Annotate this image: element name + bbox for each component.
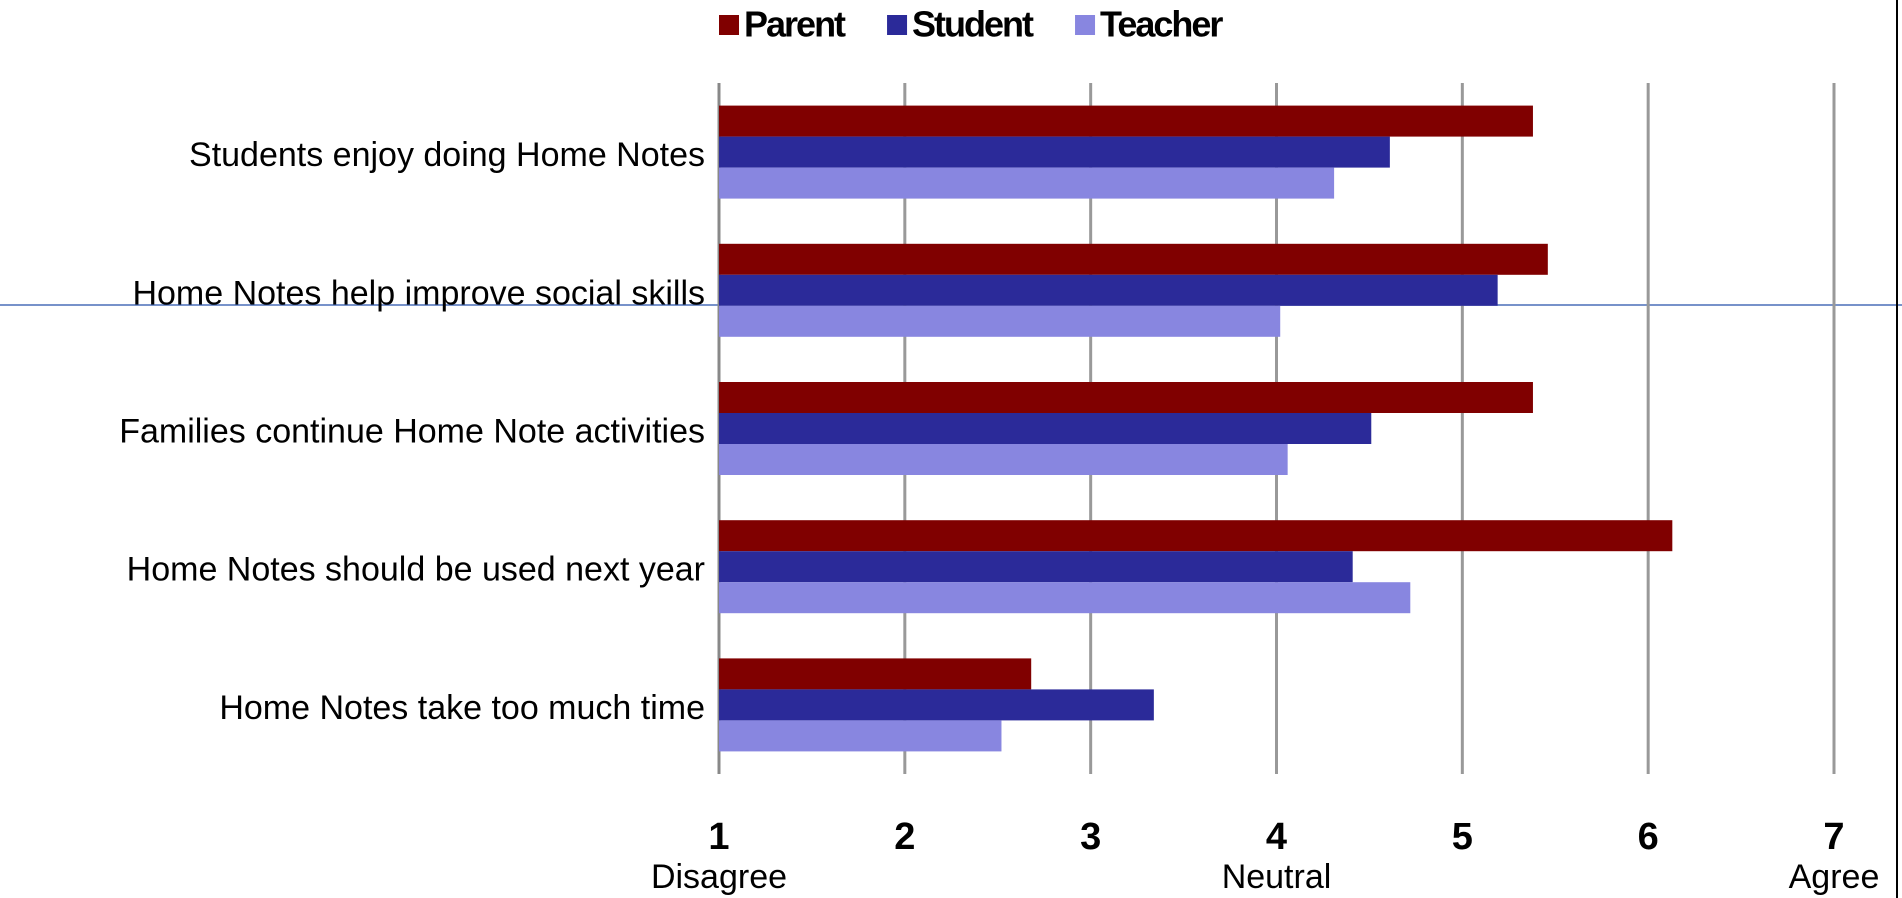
y-tick-label: Home Notes take too much time (219, 689, 705, 727)
legend-swatch (719, 15, 739, 35)
x-tick-label: 6 (1638, 816, 1659, 858)
y-tick-label: Students enjoy doing Home Notes (189, 136, 705, 174)
bar (719, 689, 1154, 721)
bar (719, 305, 1281, 337)
x-tick-label: 5 (1452, 816, 1473, 858)
legend-swatch (887, 15, 908, 35)
x-tick-label: 4 (1266, 816, 1287, 858)
bar (719, 413, 1372, 444)
bar (719, 243, 1548, 275)
bar (719, 582, 1411, 614)
bar (719, 551, 1353, 583)
y-tick-label: Home Notes should be used next year (127, 551, 705, 589)
bar (719, 520, 1673, 552)
x-tick-label: 7 (1823, 816, 1844, 858)
y-tick-label: Home Notes help improve social skills (132, 274, 705, 312)
bar (719, 720, 1002, 752)
legend-swatch (1075, 15, 1096, 35)
legend-label: Parent (744, 4, 846, 45)
axis-annotation: Agree (1789, 858, 1880, 896)
bar (719, 167, 1335, 199)
legend-label: Teacher (1100, 4, 1223, 45)
bar (719, 658, 1032, 690)
bars (719, 105, 1673, 752)
bar (719, 444, 1288, 475)
labels: 1 2 3 4 5 6 7 Disagree Neutral Agree Students enjo… (119, 4, 1879, 896)
legend-label: Student (912, 4, 1034, 45)
x-tick-label: 3 (1080, 816, 1101, 858)
x-tick-label: 1 (708, 816, 729, 858)
bar (719, 274, 1498, 306)
x-tick-label: 2 (894, 816, 915, 858)
axis-annotation: Neutral (1222, 858, 1332, 896)
bar (719, 382, 1533, 413)
axis-annotation: Disagree (651, 858, 787, 896)
bar (719, 105, 1533, 137)
bar (719, 136, 1390, 168)
y-tick-label: Families continue Home Note activities (119, 412, 705, 450)
